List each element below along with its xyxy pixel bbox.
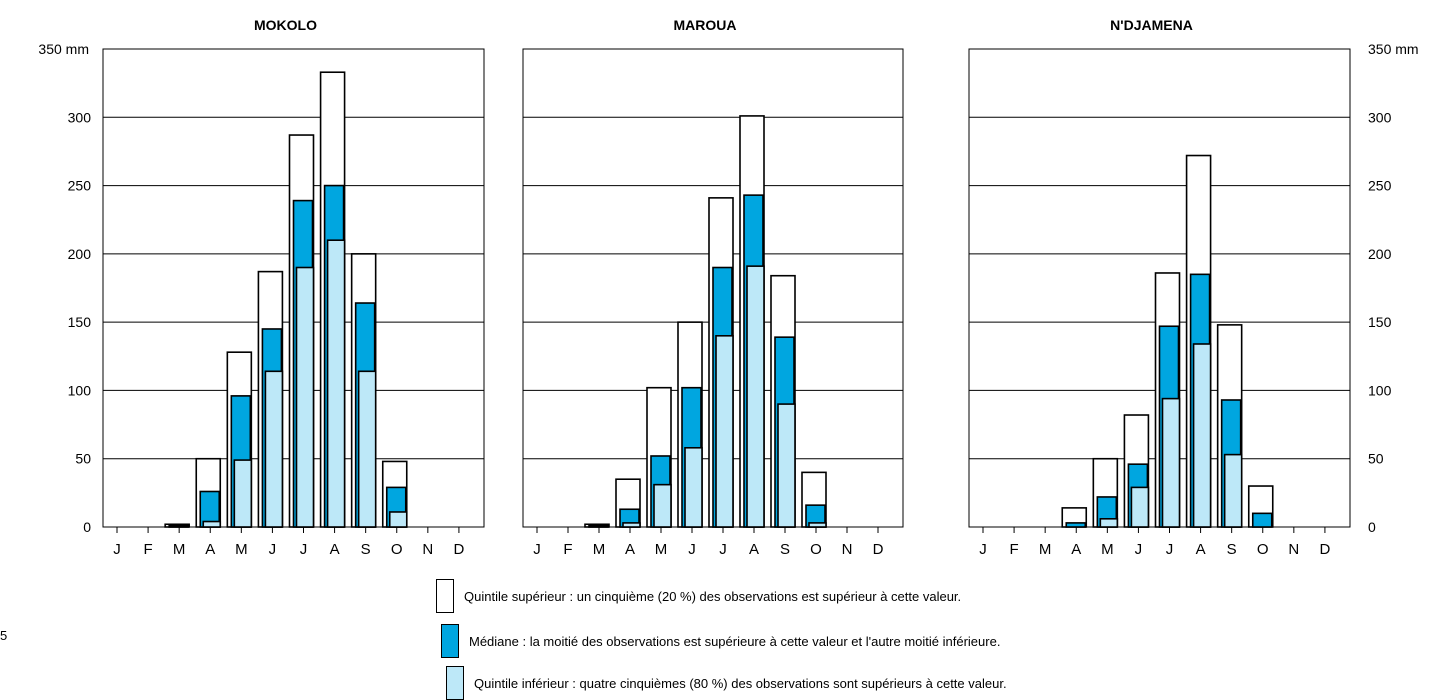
x-tick-label-2-3: A bbox=[1071, 541, 1081, 558]
legend-upper-quintile: Quintile supérieur : un cinquième (20 %)… bbox=[436, 579, 961, 613]
bar-0-lower-quintile-7 bbox=[326, 239, 346, 528]
x-tick-label-2-2: M bbox=[1039, 541, 1052, 558]
x-tick-label-0-0: J bbox=[113, 541, 121, 558]
legend-label-upper-quintile: Quintile supérieur : un cinquième (20 %)… bbox=[464, 588, 962, 604]
y-tick-label-0-2: 100 bbox=[68, 382, 92, 398]
x-tick-label-2-1: F bbox=[1009, 541, 1018, 558]
y-tick-label-0-0: 0 bbox=[83, 519, 91, 535]
x-tick-label-2-10: N bbox=[1288, 541, 1299, 558]
y-tick-label-2-5: 250 bbox=[1368, 178, 1392, 194]
bar-2-lower-quintile-8 bbox=[1223, 453, 1243, 528]
bar-2-lower-quintile-6 bbox=[1161, 397, 1181, 528]
y-tick-label-0-5: 250 bbox=[68, 178, 92, 194]
bar-0-median-2 bbox=[168, 524, 189, 528]
x-tick-label-0-6: J bbox=[300, 541, 308, 558]
x-tick-label-1-6: J bbox=[719, 541, 727, 558]
bar-1-lower-quintile-3 bbox=[622, 522, 641, 528]
chart-title-2: N'DJAMENA bbox=[1110, 17, 1193, 33]
bar-0-lower-quintile-5 bbox=[264, 370, 284, 528]
bar-1-lower-quintile-7 bbox=[746, 265, 765, 528]
legend-swatch-lower-quintile bbox=[446, 666, 464, 700]
bar-2-median-9 bbox=[1251, 512, 1273, 528]
y-tick-label-2-7: 350 mm bbox=[1368, 41, 1419, 57]
bar-1-median-2 bbox=[588, 524, 609, 528]
x-tick-label-1-9: O bbox=[810, 541, 822, 558]
x-tick-label-1-4: M bbox=[655, 541, 668, 558]
x-tick-label-2-11: D bbox=[1319, 541, 1330, 558]
bar-2-lower-quintile-5 bbox=[1130, 486, 1150, 528]
x-tick-label-0-7: A bbox=[330, 541, 340, 558]
x-tick-label-2-6: J bbox=[1166, 541, 1174, 558]
bar-2-lower-quintile-7 bbox=[1192, 343, 1212, 528]
y-tick-label-0-6: 300 bbox=[68, 109, 92, 125]
legend-label-median: Médiane : la moitié des observations est… bbox=[469, 633, 1001, 649]
x-tick-label-1-2: M bbox=[593, 541, 606, 558]
bar-0-lower-quintile-6 bbox=[295, 266, 315, 528]
bar-2-median-3 bbox=[1065, 522, 1087, 528]
bar-1-lower-quintile-4 bbox=[653, 483, 672, 528]
legend-swatch-upper-quintile bbox=[436, 579, 454, 613]
x-tick-label-2-5: J bbox=[1135, 541, 1143, 558]
x-tick-label-0-8: S bbox=[361, 541, 371, 558]
bar-2-lower-quintile-4 bbox=[1099, 518, 1119, 528]
x-tick-label-0-10: N bbox=[422, 541, 433, 558]
chart-title-1: MAROUA bbox=[674, 17, 737, 33]
x-tick-label-0-5: J bbox=[269, 541, 277, 558]
y-tick-label-2-0: 0 bbox=[1368, 519, 1376, 535]
x-tick-label-1-11: D bbox=[873, 541, 884, 558]
y-tick-label-0-3: 150 bbox=[68, 314, 92, 330]
bar-1-lower-quintile-9 bbox=[808, 522, 827, 528]
x-tick-label-2-7: A bbox=[1196, 541, 1206, 558]
x-tick-label-2-0: J bbox=[979, 541, 987, 558]
legend-lower-quintile: Quintile inférieur : quatre cinquièmes (… bbox=[446, 666, 1007, 700]
bar-0-lower-quintile-4 bbox=[233, 459, 253, 528]
x-tick-label-0-9: O bbox=[391, 541, 403, 558]
x-tick-label-0-1: F bbox=[143, 541, 152, 558]
x-tick-label-1-1: F bbox=[563, 541, 572, 558]
y-tick-label-2-1: 50 bbox=[1368, 451, 1384, 467]
legend-swatch-median bbox=[441, 624, 459, 658]
x-tick-label-1-8: S bbox=[780, 541, 790, 558]
y-tick-label-0-7: 350 mm bbox=[38, 41, 89, 57]
bar-1-lower-quintile-8 bbox=[777, 403, 796, 528]
bar-1-lower-quintile-5 bbox=[684, 446, 703, 528]
legend-label-lower-quintile: Quintile inférieur : quatre cinquièmes (… bbox=[474, 675, 1007, 691]
x-tick-label-2-8: S bbox=[1227, 541, 1237, 558]
x-tick-label-0-11: D bbox=[453, 541, 464, 558]
y-tick-label-2-4: 200 bbox=[1368, 246, 1392, 262]
bar-0-lower-quintile-9 bbox=[388, 511, 408, 528]
y-tick-label-2-6: 300 bbox=[1368, 109, 1392, 125]
bar-0-lower-quintile-8 bbox=[357, 370, 377, 528]
x-tick-label-0-2: M bbox=[173, 541, 186, 558]
x-tick-label-0-4: M bbox=[235, 541, 248, 558]
y-tick-label-0-1: 50 bbox=[75, 451, 91, 467]
x-tick-label-1-3: A bbox=[625, 541, 635, 558]
y-tick-label-2-3: 150 bbox=[1368, 314, 1392, 330]
side-note: 5 bbox=[0, 628, 8, 643]
y-tick-label-2-2: 100 bbox=[1368, 382, 1392, 398]
x-tick-label-0-3: A bbox=[205, 541, 215, 558]
x-tick-label-1-5: J bbox=[688, 541, 696, 558]
bar-1-lower-quintile-6 bbox=[715, 334, 734, 528]
x-tick-label-2-4: M bbox=[1101, 541, 1114, 558]
chart-title-0: MOKOLO bbox=[254, 17, 317, 33]
x-tick-label-1-10: N bbox=[842, 541, 853, 558]
bar-0-lower-quintile-3 bbox=[202, 520, 222, 528]
x-tick-label-2-9: O bbox=[1257, 541, 1269, 558]
y-tick-label-0-4: 200 bbox=[68, 246, 92, 262]
legend-median: Médiane : la moitié des observations est… bbox=[441, 624, 1000, 658]
x-tick-label-1-0: J bbox=[533, 541, 541, 558]
x-tick-label-1-7: A bbox=[749, 541, 759, 558]
